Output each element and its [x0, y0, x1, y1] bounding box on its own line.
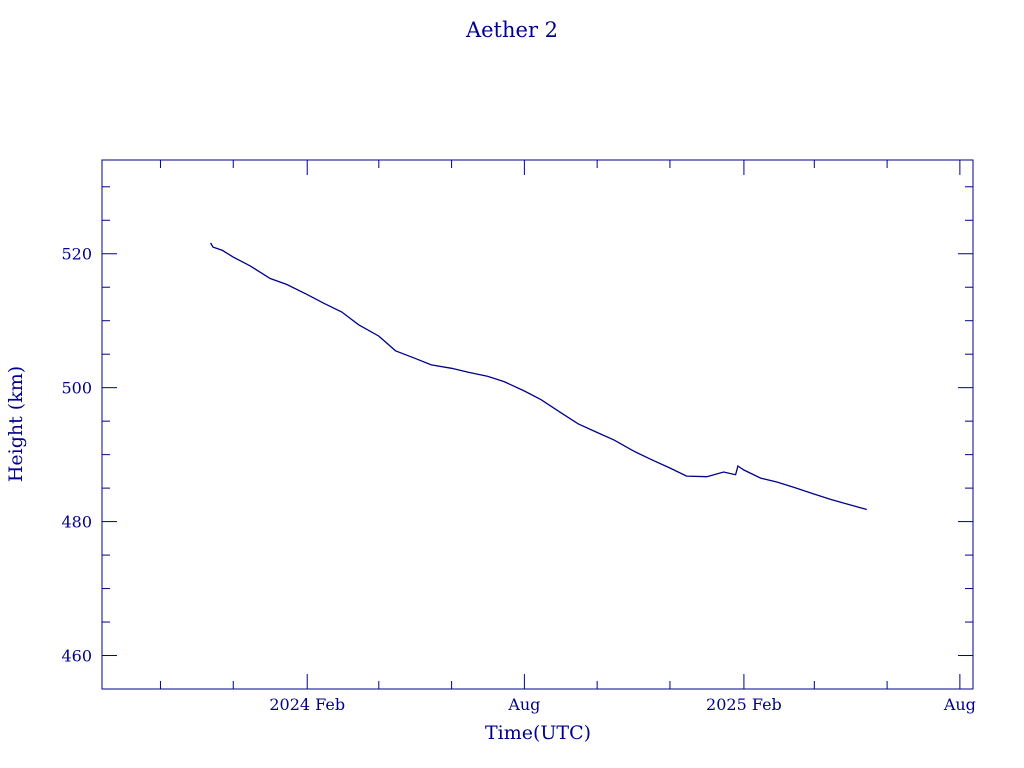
y-tick-labels: 460 480 500 520: [61, 245, 92, 666]
series-line: [210, 242, 867, 511]
y-axis-label: Height (km): [5, 366, 27, 482]
x-tick-labels: 2024 Feb Aug 2025 Feb Aug: [269, 695, 976, 714]
x-tick-label: Aug: [943, 695, 976, 714]
x-axis-label: Time(UTC): [485, 722, 591, 744]
y-tick-label: 480: [61, 513, 92, 532]
chart-title: Aether 2: [465, 18, 558, 42]
x-tick-label: 2024 Feb: [269, 695, 345, 714]
x-tick-label: Aug: [507, 695, 540, 714]
y-tick-label: 460: [61, 647, 92, 666]
x-tick-label: 2025 Feb: [706, 695, 782, 714]
y-tick-label: 520: [61, 245, 92, 264]
plot-frame: [101, 159, 974, 690]
y-tick-label: 500: [61, 379, 92, 398]
axis-ticks: [102, 160, 973, 690]
